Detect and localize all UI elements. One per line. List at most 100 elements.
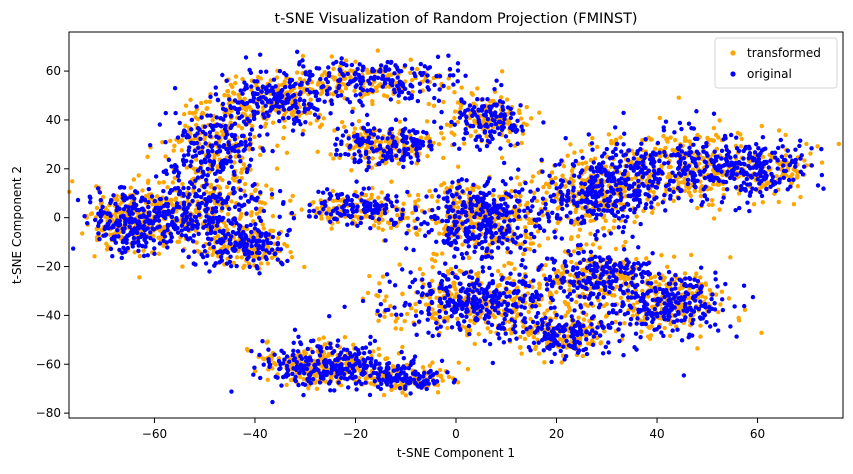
scatter-point-transformed [783,133,787,137]
scatter-point-transformed [524,235,528,239]
scatter-point-transformed [593,156,597,160]
scatter-point-transformed [612,225,616,229]
scatter-point-original [253,222,257,226]
scatter-point-original [225,132,229,136]
scatter-point-original [122,207,126,211]
scatter-point-original [181,218,185,222]
scatter-point-original [284,73,288,77]
scatter-point-original [214,261,218,265]
scatter-point-original [132,236,136,240]
scatter-point-transformed [798,195,802,199]
scatter-point-transformed [441,100,445,104]
scatter-point-transformed [268,229,272,233]
scatter-point-original [425,85,429,89]
scatter-point-transformed [521,324,525,328]
scatter-point-transformed [243,182,247,186]
scatter-point-transformed [210,118,214,122]
scatter-point-transformed [509,331,513,335]
scatter-point-original [389,97,393,101]
scatter-point-transformed [465,187,469,191]
scatter-point-original [437,87,441,91]
scatter-point-original [219,218,223,222]
x-tick-label: 40 [649,427,664,441]
scatter-point-original [99,198,103,202]
scatter-point-transformed [316,82,320,86]
scatter-point-transformed [445,326,449,330]
scatter-point-transformed [208,184,212,188]
scatter-point-transformed [145,155,149,159]
scatter-point-original [237,154,241,158]
scatter-point-original [216,98,220,102]
scatter-point-transformed [531,174,535,178]
scatter-point-original [227,181,231,185]
scatter-point-original [197,127,201,131]
scatter-point-transformed [408,71,412,75]
scatter-point-original [298,98,302,102]
scatter-point-transformed [322,116,326,120]
scatter-point-original [390,135,394,139]
scatter-point-original [203,160,207,164]
scatter-point-original [205,232,209,236]
scatter-point-original [242,119,246,123]
scatter-point-original [387,77,391,81]
scatter-point-original [297,62,301,66]
scatter-point-transformed [188,98,192,102]
scatter-point-transformed [462,141,466,145]
scatter-point-original [198,166,202,170]
scatter-point-transformed [563,314,567,318]
scatter-point-transformed [529,116,533,120]
scatter-point-transformed [698,334,702,338]
scatter-point-original [233,216,237,220]
scatter-point-original [237,245,241,249]
scatter-point-original [256,104,260,108]
scatter-point-transformed [698,323,702,327]
scatter-point-transformed [283,79,287,83]
scatter-point-original [130,205,134,209]
scatter-point-original [448,73,452,77]
scatter-point-original [158,197,162,201]
scatter-point-transformed [712,126,716,130]
scatter-point-original [299,82,303,86]
scatter-point-transformed [388,304,392,308]
scatter-point-original [264,248,268,252]
scatter-point-original [463,74,467,78]
scatter-point-transformed [413,302,417,306]
scatter-point-transformed [288,250,292,254]
scatter-point-transformed [456,205,460,209]
scatter-point-original [96,231,100,235]
scatter-point-original [394,118,398,122]
scatter-point-original [357,99,361,103]
scatter-point-transformed [528,247,532,251]
scatter-point-transformed [433,259,437,263]
scatter-point-transformed [460,242,464,246]
scatter-point-transformed [582,317,586,321]
scatter-point-transformed [430,360,434,364]
scatter-point-original [256,87,260,91]
scatter-point-original [158,122,162,126]
scatter-point-transformed [162,180,166,184]
scatter-point-transformed [202,137,206,141]
scatter-point-transformed [382,315,386,319]
scatter-point-original [240,92,244,96]
scatter-point-transformed [258,206,262,210]
scatter-point-transformed [431,265,435,269]
scatter-point-transformed [369,381,373,385]
scatter-point-transformed [441,136,445,140]
scatter-point-transformed [343,335,347,339]
scatter-point-transformed [546,236,550,240]
scatter-point-original [177,171,181,175]
scatter-point-original [141,213,145,217]
scatter-point-transformed [233,81,237,85]
scatter-point-transformed [471,93,475,97]
scatter-point-transformed [670,148,674,152]
scatter-point-original [385,145,389,149]
scatter-point-transformed [476,271,480,275]
scatter-point-original [260,146,264,150]
scatter-point-original [179,228,183,232]
scatter-point-transformed [399,327,403,331]
scatter-point-transformed [364,377,368,381]
scatter-point-transformed [288,199,292,203]
scatter-point-original [379,63,383,67]
scatter-point-original [192,261,196,265]
